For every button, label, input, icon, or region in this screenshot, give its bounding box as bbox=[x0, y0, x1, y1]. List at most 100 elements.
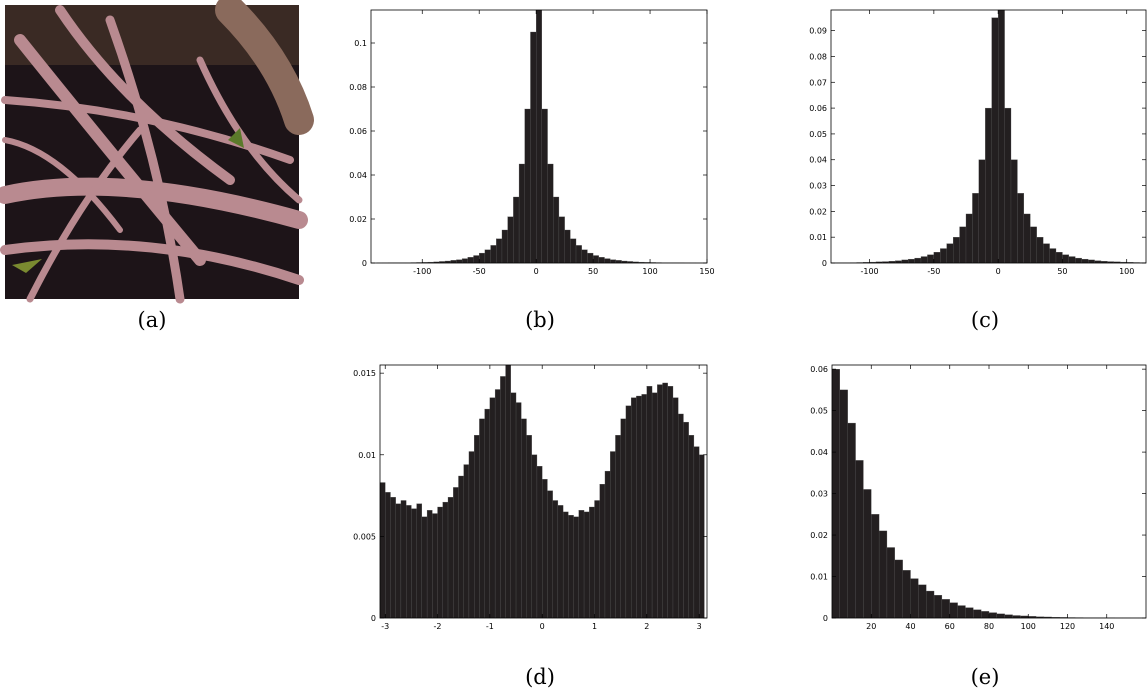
bar bbox=[641, 394, 647, 619]
bar bbox=[473, 255, 480, 264]
histogram: 20 40 60 80 100 120 140 0 0.01 0.02 0.03 0.04 0.05 0.… bbox=[810, 364, 1147, 689]
bar bbox=[914, 257, 922, 264]
y-tick-label: 0 bbox=[822, 259, 827, 268]
bar bbox=[461, 258, 468, 264]
bar bbox=[530, 31, 537, 264]
x-tick-label: -100 bbox=[860, 267, 878, 276]
bar bbox=[421, 516, 428, 619]
y-tick-label: 0.03 bbox=[810, 490, 828, 499]
y-tick-label: 0.02 bbox=[809, 207, 827, 216]
x-tick-label: -50 bbox=[927, 267, 940, 276]
x-tick-label: 120 bbox=[1060, 622, 1075, 631]
bar bbox=[456, 259, 463, 264]
bar bbox=[553, 196, 560, 264]
bar bbox=[985, 107, 992, 264]
x-tick-label: 100 bbox=[642, 267, 657, 276]
bar bbox=[615, 435, 621, 619]
bar bbox=[959, 226, 967, 264]
bar bbox=[521, 418, 527, 619]
bar bbox=[894, 559, 903, 619]
y-tick-label: 0.04 bbox=[809, 156, 827, 165]
image-caption: (a) bbox=[138, 308, 167, 332]
bar bbox=[587, 252, 594, 264]
bar bbox=[940, 248, 947, 264]
bar bbox=[965, 213, 973, 264]
bar bbox=[1055, 252, 1063, 264]
x-tick-label: -50 bbox=[473, 267, 486, 276]
bar bbox=[515, 402, 522, 619]
x-tick-label: 100 bbox=[1119, 267, 1134, 276]
bar bbox=[1042, 243, 1050, 264]
y-tick-label: 0.02 bbox=[810, 531, 828, 540]
bar bbox=[513, 196, 520, 264]
x-tick-label: 0 bbox=[534, 267, 539, 276]
y-tick-label: 0.08 bbox=[809, 52, 827, 61]
bar bbox=[552, 500, 559, 619]
bar bbox=[630, 397, 637, 619]
bar bbox=[933, 252, 941, 264]
bar bbox=[507, 216, 514, 264]
bar bbox=[847, 422, 856, 619]
bar bbox=[651, 392, 658, 619]
y-tick-label: 0 bbox=[823, 614, 828, 623]
bar bbox=[468, 451, 475, 619]
caption: (c) bbox=[971, 308, 999, 332]
bar bbox=[667, 386, 674, 619]
bar bbox=[952, 237, 960, 264]
bar bbox=[1023, 213, 1031, 264]
bar bbox=[494, 389, 501, 619]
bar bbox=[978, 159, 986, 264]
bar bbox=[878, 530, 888, 619]
x-tick-label: -1 bbox=[486, 622, 494, 631]
x-tick-label: 80 bbox=[984, 622, 994, 631]
caption: (d) bbox=[525, 665, 555, 689]
bar bbox=[526, 435, 532, 619]
bar bbox=[578, 510, 585, 619]
x-tick-label: 40 bbox=[905, 622, 915, 631]
bar bbox=[625, 405, 632, 619]
bar bbox=[406, 505, 412, 619]
bar bbox=[531, 454, 538, 619]
histogram: -100 -50 0 50 100 150 0 0.02 0.04 0.06 0.08 0.1 (b) bbox=[349, 9, 715, 332]
bar bbox=[474, 435, 480, 619]
x-tick-label: 0 bbox=[996, 267, 1001, 276]
y-tick-label: 0.01 bbox=[358, 451, 376, 460]
bar bbox=[557, 505, 564, 619]
bar bbox=[442, 501, 449, 619]
bar bbox=[672, 397, 679, 619]
bar bbox=[604, 258, 611, 264]
bar bbox=[395, 503, 402, 619]
bar bbox=[1068, 256, 1076, 264]
bar bbox=[901, 259, 909, 264]
bar bbox=[1030, 226, 1037, 264]
y-tick-label: 0.05 bbox=[809, 130, 827, 139]
bar bbox=[636, 395, 642, 619]
bar bbox=[1017, 193, 1025, 264]
bar bbox=[592, 255, 599, 264]
bar bbox=[447, 497, 454, 619]
bar bbox=[855, 460, 864, 619]
bar bbox=[1004, 107, 1012, 264]
bar bbox=[416, 503, 423, 619]
bar bbox=[646, 386, 653, 619]
bar bbox=[542, 479, 548, 619]
bar bbox=[463, 464, 470, 619]
y-tick-label: 0.06 bbox=[349, 127, 367, 136]
x-tick-label: 50 bbox=[1057, 267, 1067, 276]
bar bbox=[926, 590, 935, 619]
bar bbox=[385, 492, 391, 619]
y-tick-label: 0.09 bbox=[809, 27, 827, 36]
bar bbox=[981, 611, 990, 619]
bar bbox=[610, 259, 617, 264]
bar bbox=[411, 508, 417, 619]
x-tick-label: 150 bbox=[699, 267, 714, 276]
bar bbox=[941, 599, 950, 619]
bar bbox=[453, 487, 459, 619]
bar bbox=[620, 418, 627, 619]
bar bbox=[1004, 614, 1013, 619]
x-tick-label: -2 bbox=[434, 622, 442, 631]
bar bbox=[432, 513, 438, 619]
bar bbox=[467, 257, 474, 264]
